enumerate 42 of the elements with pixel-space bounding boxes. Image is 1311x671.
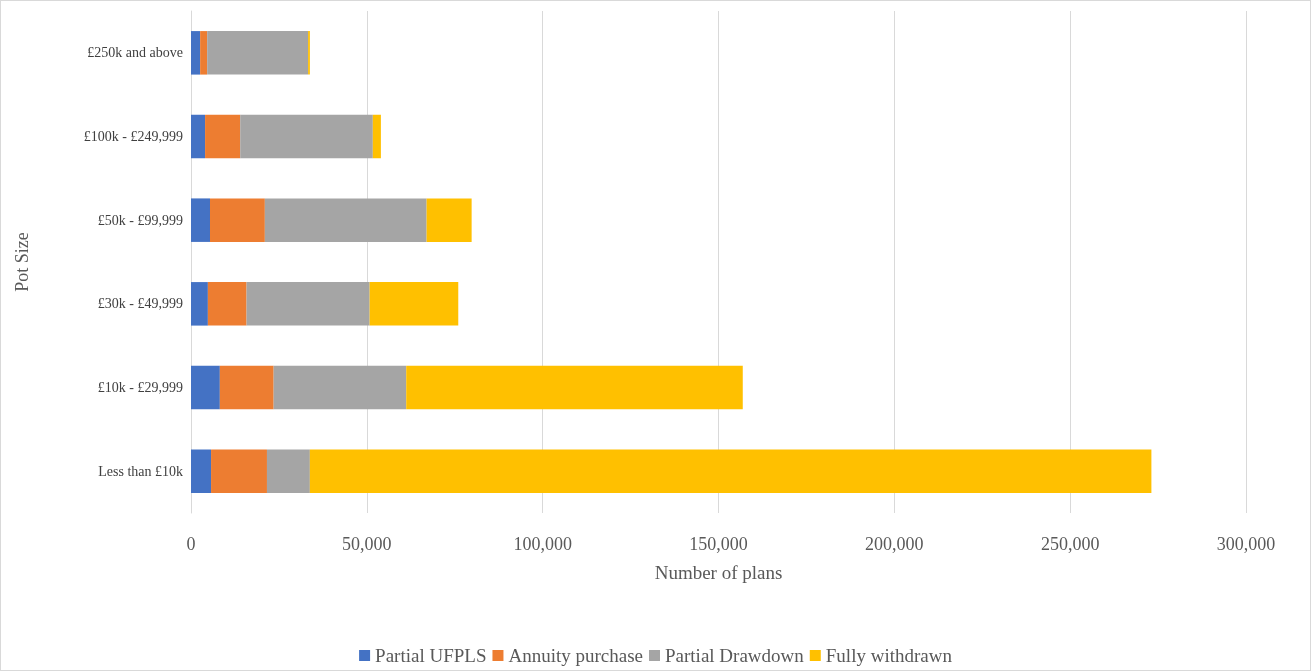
bar [211, 449, 267, 493]
x-tick-label: 250,000 [1040, 534, 1100, 554]
y-tick-label: £10k - £29,999 [97, 380, 183, 395]
bar [426, 198, 472, 242]
bar [209, 198, 265, 242]
bar [191, 31, 201, 75]
x-axis-title: Number of plans [654, 562, 783, 583]
bar [205, 114, 241, 159]
y-tick-label: Less than £10k [98, 463, 183, 479]
bar [200, 31, 208, 75]
bar [406, 365, 743, 410]
y-axis-title: Pot Size [12, 232, 32, 292]
bar [191, 198, 210, 242]
bar [369, 282, 459, 326]
bar [273, 365, 407, 410]
y-tick-label: £50k - £99,999 [97, 212, 183, 228]
bar [372, 114, 381, 159]
y-tick-label: £30k - £49,999 [97, 296, 183, 312]
bar [191, 114, 206, 159]
x-tick-label: 300,000 [1216, 534, 1276, 554]
bar [191, 365, 220, 410]
bar [266, 449, 310, 493]
bar [240, 114, 373, 159]
y-tick-label: £100k - £249,999 [83, 129, 183, 144]
x-tick-label: 200,000 [865, 534, 924, 554]
bar [207, 282, 247, 326]
bar [219, 365, 274, 410]
bar [246, 282, 370, 326]
legend-label: Partial UFPLS [375, 645, 487, 666]
bar [309, 449, 1152, 493]
legend-label: Annuity purchase [508, 645, 644, 666]
x-tick-label: 100,000 [513, 534, 572, 554]
bar [191, 449, 212, 493]
y-tick-label: £250k and above [87, 45, 183, 61]
bar [264, 198, 427, 242]
x-tick-label: 0 [186, 534, 196, 554]
x-tick-label: 150,000 [689, 534, 748, 554]
bar [207, 31, 309, 75]
bar [191, 282, 208, 326]
legend-label: Partial Drawdown [665, 645, 805, 666]
legend-label: Fully withdrawn [825, 645, 953, 666]
x-tick-label: 50,000 [342, 534, 392, 554]
